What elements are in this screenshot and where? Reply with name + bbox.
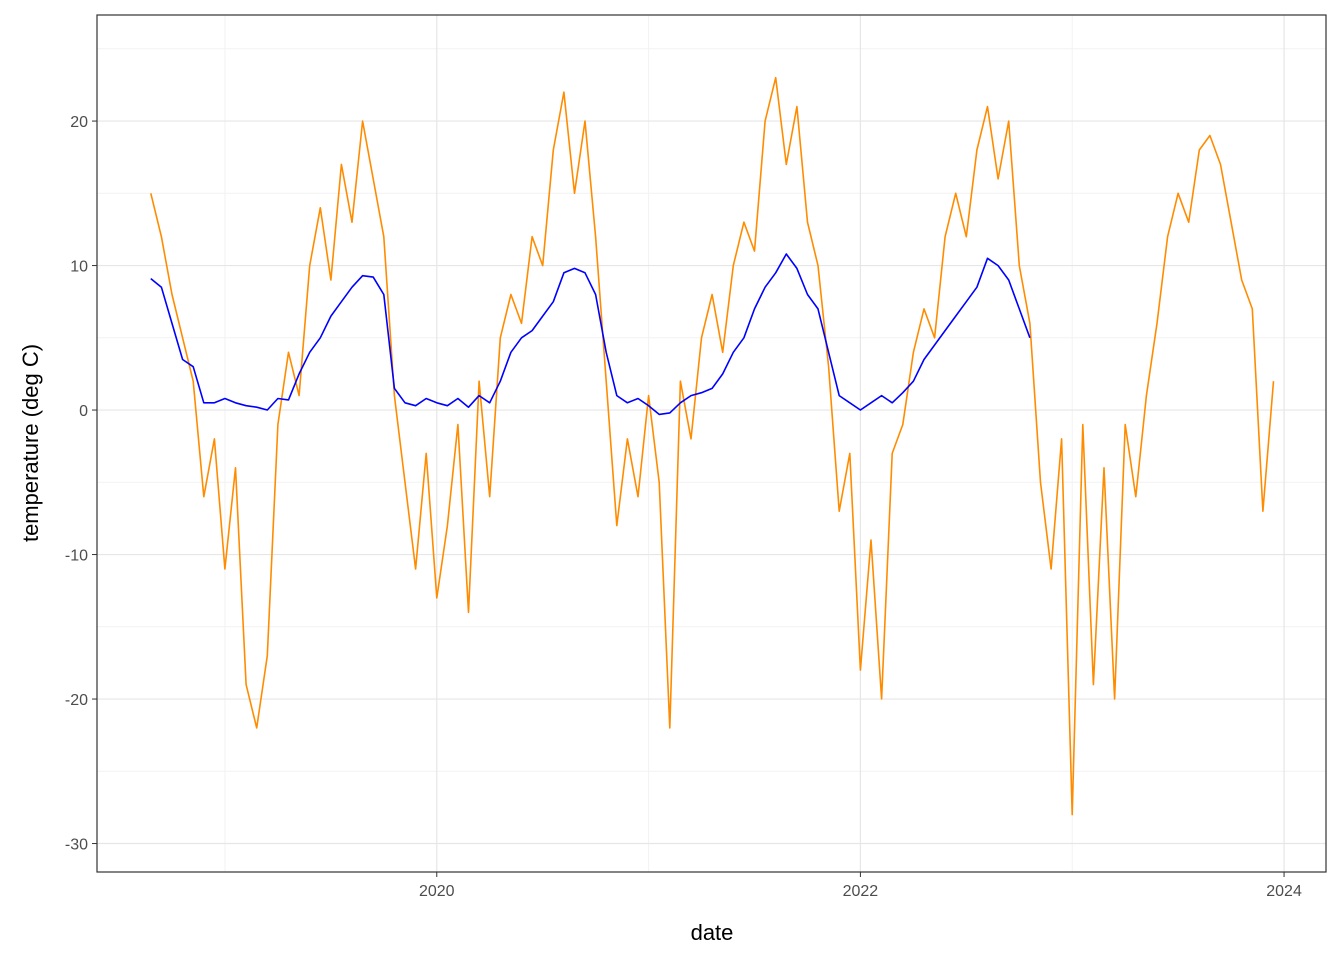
y-tick-label: 20 [70, 114, 88, 131]
x-tick-label: 2024 [1266, 883, 1302, 900]
x-tick-label: 2020 [419, 883, 455, 900]
line-series [150, 253, 1031, 416]
x-axis-title: date [691, 920, 734, 945]
y-tick-label: -20 [65, 692, 88, 709]
y-tick-label: 0 [79, 403, 88, 420]
x-tick-label: 2022 [843, 883, 879, 900]
y-tick-label: 10 [70, 259, 88, 276]
y-tick-label: -10 [65, 548, 88, 565]
plot-border [96, 14, 1327, 873]
y-tick-label: -30 [65, 837, 88, 854]
line-series [150, 76, 1275, 816]
y-axis-title: temperature (deg C) [18, 344, 43, 542]
